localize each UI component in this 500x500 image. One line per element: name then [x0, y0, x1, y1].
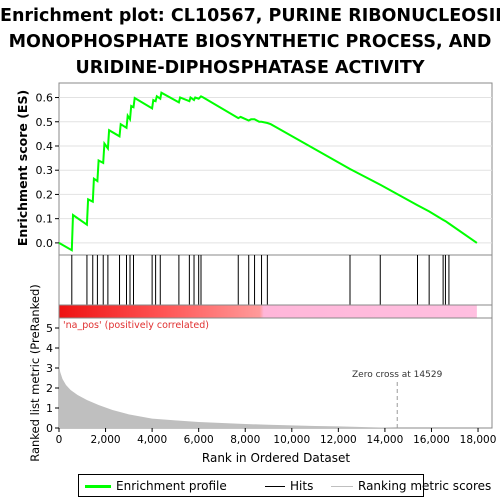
rank-y-tick-label: 4 [46, 342, 53, 355]
x-tick-label: 6,000 [184, 434, 214, 446]
rank-color-band [58, 304, 493, 319]
legend-hits-swatch [265, 486, 285, 487]
title-line-3: URIDINE-DIPHOSPHATASE ACTIVITY [75, 58, 425, 78]
es-y-axis-label: Enrichment score (ES) [15, 90, 30, 246]
rank-y-tick-label: 2 [46, 382, 53, 395]
es-y-tick-label: 0.2 [36, 188, 54, 201]
x-tick-label: 4,000 [137, 434, 167, 446]
es-y-tick-label: 0.6 [36, 92, 54, 105]
rank-y-tick-label: 0 [46, 422, 53, 435]
legend-hits: Hits [265, 479, 313, 493]
es-panel-frame [58, 82, 493, 256]
es-y-axis: 0.0 0.1 0.2 0.3 0.4 0.5 0.6 [36, 92, 59, 250]
na-pos-label: 'na_pos' (positively correlated) [63, 320, 209, 331]
hits-panel-frame [58, 254, 493, 306]
title-line-1: Enrichment plot: CL10567, PURINE RIBONUC… [0, 6, 500, 26]
zero-cross-label: Zero cross at 14529 [352, 370, 443, 380]
rank-area-group [59, 364, 398, 428]
legend-es-swatch [85, 485, 111, 488]
title-line-2: MONOPHOSPHATE BIOSYNTHETIC PROCESS, AND [8, 32, 492, 52]
x-tick-label: 12,000 [320, 434, 357, 446]
es-y-tick-label: 0.3 [36, 164, 54, 177]
es-y-tick-label: 0.4 [36, 140, 54, 153]
x-tick-label: 14,000 [367, 434, 404, 446]
es-series-line [58, 91, 478, 252]
legend-es-label: Enrichment profile [116, 479, 227, 493]
rank-y-tick-label: 1 [46, 402, 53, 415]
x-axis-label: Rank in Ordered Dataset [202, 451, 350, 465]
legend-ranking-label: Ranking metric scores [358, 479, 492, 493]
legend-ranking: Ranking metric scores [331, 479, 491, 493]
es-y-tick-label: 0.5 [36, 116, 54, 129]
x-tick-label: 16,000 [413, 434, 450, 446]
rank-y-tick-label: 3 [46, 362, 53, 375]
ranking-area [59, 364, 398, 428]
legend: Enrichment profile Hits Ranking metric s… [78, 474, 491, 497]
legend-es: Enrichment profile [85, 479, 227, 493]
rank-panel-frame [58, 317, 493, 429]
x-tick-label: 8,000 [230, 434, 260, 446]
chart-title: Enrichment plot: CL10567, PURINE RIBONUC… [0, 3, 500, 81]
x-tick-label: 18,000 [460, 434, 497, 446]
rank-y-axis-label: Ranked list metric (PreRanked) [28, 284, 42, 462]
es-line-group [58, 91, 478, 252]
rank-x-axis: 0 2,000 4,000 6,000 8,000 10,000 12,000 14,000 1… [56, 428, 497, 446]
rank-y-tick-label: 5 [46, 322, 53, 335]
es-y-tick-label: 0.1 [36, 213, 54, 226]
es-gridlines [59, 97, 492, 244]
x-tick-label: 0 [56, 434, 63, 446]
x-tick-label: 10,000 [273, 434, 310, 446]
color-band-fill [59, 305, 477, 318]
legend-ranking-swatch [331, 486, 353, 487]
rank-y-axis: 0 1 2 3 4 5 [46, 322, 59, 435]
hits-group [71, 255, 450, 305]
legend-hits-label: Hits [290, 479, 314, 493]
es-y-tick-label: 0.0 [36, 237, 54, 250]
x-tick-label: 2,000 [91, 434, 121, 446]
enrichment-chart: 0.0 0.1 0.2 0.3 0.4 0.5 0.6 Enrichment score (… [15, 82, 497, 465]
